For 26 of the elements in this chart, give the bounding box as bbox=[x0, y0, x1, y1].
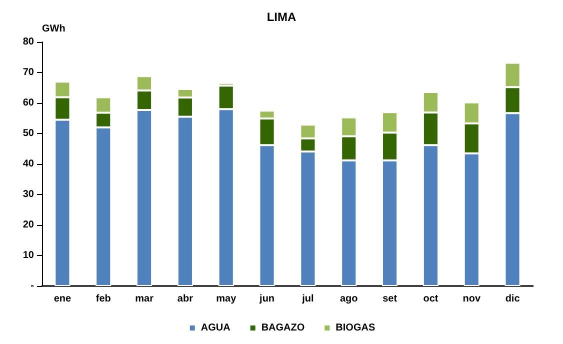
y-tick-label: 30 bbox=[22, 189, 34, 200]
y-tick-label: 20 bbox=[22, 220, 34, 230]
y-tick-label: 40 bbox=[22, 158, 34, 170]
legend-label: AGUA bbox=[200, 322, 230, 334]
x-tick-label: may bbox=[216, 294, 237, 304]
y-tick-label: 60 bbox=[22, 98, 34, 108]
chart-title: LIMA bbox=[266, 10, 296, 24]
x-tick-label: ago bbox=[340, 294, 358, 304]
x-tick-label: jul bbox=[301, 294, 314, 304]
y-tick-label: 80 bbox=[22, 36, 34, 48]
x-tick-label: oct bbox=[423, 294, 439, 304]
x-tick-label: feb bbox=[96, 294, 111, 304]
x-tick-label: mar bbox=[135, 294, 154, 304]
x-tick-label: dic bbox=[505, 294, 520, 304]
x-tick-label: set bbox=[382, 294, 398, 304]
y-tick-label: 70 bbox=[22, 67, 34, 78]
x-tick-label: jun bbox=[258, 294, 275, 304]
x-tick-label: abr bbox=[177, 294, 194, 304]
x-tick-label: nov bbox=[462, 294, 481, 304]
y-tick-label: - bbox=[30, 280, 34, 292]
y-axis-title: GWh bbox=[42, 24, 66, 34]
legend-label: BAGAZO bbox=[261, 322, 305, 334]
y-tick-label: 50 bbox=[22, 128, 34, 139]
legend-label: BIOGAS bbox=[336, 322, 376, 334]
x-tick-label: ene bbox=[54, 294, 72, 304]
y-tick-label: 10 bbox=[22, 250, 34, 261]
